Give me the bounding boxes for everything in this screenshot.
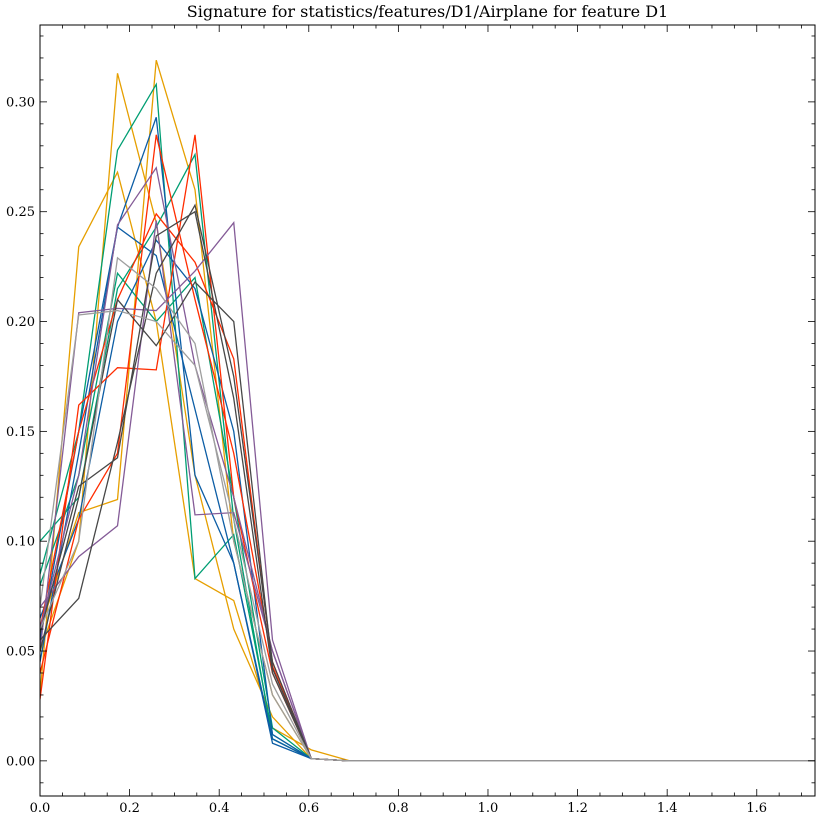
x-tick-label: 0.0 [30, 801, 51, 816]
y-tick-label: 0.10 [6, 535, 35, 550]
x-tick-label: 1.4 [657, 801, 678, 816]
series-line-18 [40, 210, 815, 762]
series-line-2 [40, 73, 815, 762]
series-line-4 [40, 82, 815, 762]
series-line-8 [40, 239, 815, 762]
y-tick-label: 0.20 [6, 315, 35, 330]
series-line-14 [40, 221, 815, 762]
series-line-17 [40, 280, 815, 762]
plot-frame [39, 24, 816, 797]
x-tick-label: 1.0 [478, 801, 499, 816]
y-tick-label: 0.00 [6, 754, 35, 769]
series-line-1 [40, 170, 815, 762]
series-line-5 [40, 152, 815, 762]
y-tick-label: 0.25 [6, 205, 35, 220]
x-tick-label: 0.6 [298, 801, 319, 816]
series-line-10 [40, 134, 815, 762]
series-line-13 [40, 220, 815, 762]
series-line-3 [40, 59, 815, 762]
x-tick-label: 0.4 [209, 801, 230, 816]
x-tick-label: 1.2 [567, 801, 588, 816]
series-line-9 [40, 225, 815, 762]
y-tick-label: 0.30 [6, 95, 35, 110]
tick-layer: 0.0 0.2 0.4 0.6 0.8 1.0 1.2 1.4 1.6 0.00 0.05 0.10 0… [6, 25, 815, 816]
series-line-12 [40, 212, 815, 762]
y-tick-label: 0.05 [6, 645, 35, 660]
chart-title: Signature for statistics/features/D1/Air… [186, 2, 669, 21]
x-tick-label: 0.2 [119, 801, 140, 816]
series-line-19 [40, 256, 815, 762]
x-tick-label: 0.8 [388, 801, 409, 816]
series-line-11 [40, 134, 815, 762]
x-tick-label: 1.6 [746, 801, 767, 816]
series-line-20 [40, 309, 815, 762]
series-layer [40, 59, 815, 762]
y-tick-label: 0.15 [6, 425, 35, 440]
